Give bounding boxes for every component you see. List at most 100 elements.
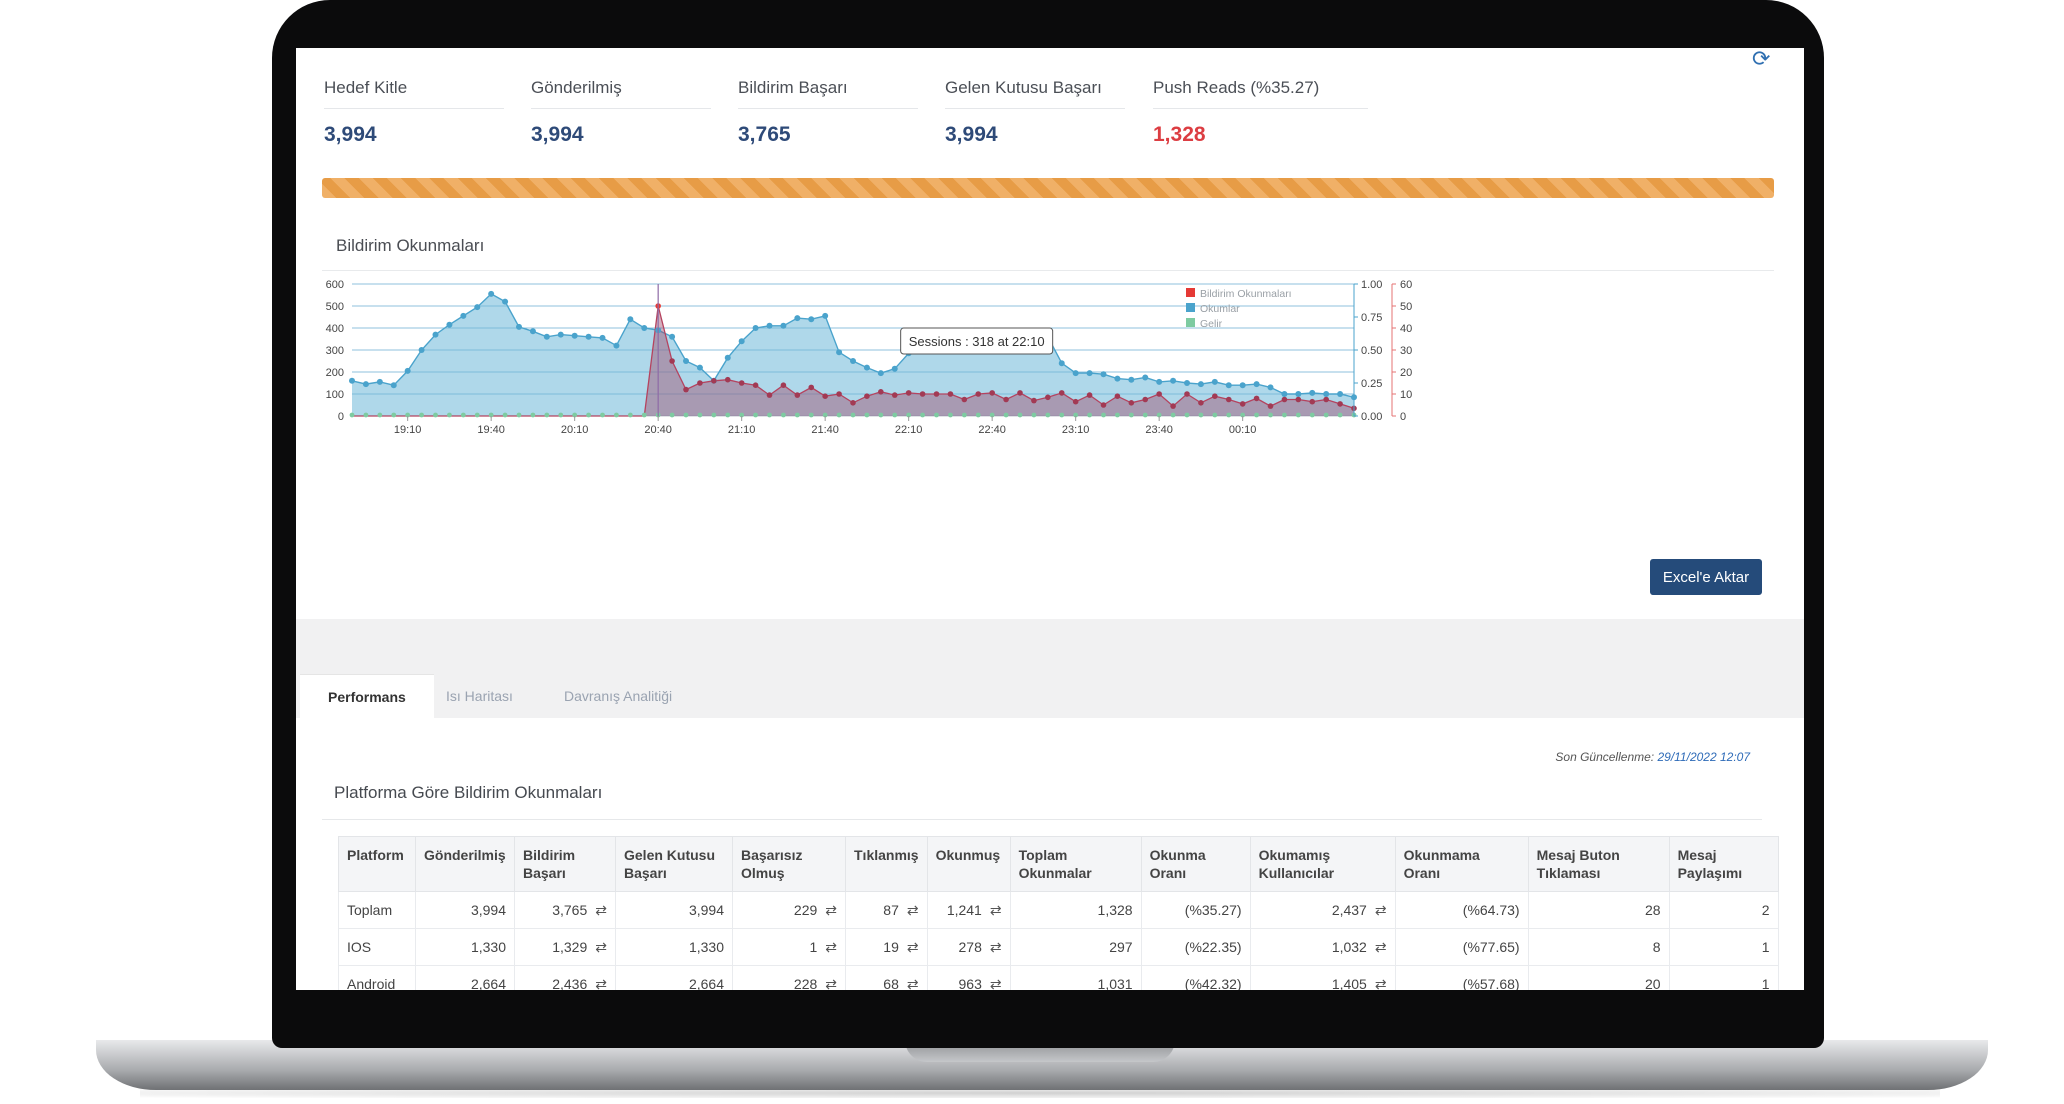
tab-behavior-analytics[interactable]: Davranış Analitiği [564,688,673,704]
data-point-okumlar [502,298,509,305]
x-tick-label: 20:40 [644,424,672,436]
table-title: Platforma Göre Bildirim Okunmaları [334,783,603,802]
data-point-bildirim [947,391,954,397]
data-point-bildirim [1031,397,1037,404]
y-right-tick-label: 0.25 [1361,378,1382,390]
col-notification-success: Bildirim Başarı [514,836,616,892]
stat-push-reads: Push Reads (%35.27) 1,328 [1153,78,1368,147]
x-tick-label: 00:10 [1229,424,1257,436]
y-tick-label: 400 [326,323,344,335]
data-point-okumlar [780,322,787,329]
table-cell: 20 [1527,965,1670,990]
col-button-clicks: Mesaj Buton Tıklaması [1527,836,1670,892]
data-point-gelir [460,412,466,418]
stat-inbox-success: Gelen Kutusu Başarı 3,994 [945,78,1125,147]
data-point-gelir [794,412,800,418]
retarget-icon[interactable]: ⇄ [825,938,837,955]
data-point-gelir [502,412,508,418]
table-row: IOS 1,330 1,329 ⇄ 1,330 1 ⇄ 19 ⇄ 278 ⇄ 297 (%22.35) 1… [338,928,1779,966]
cell-value: 1 [1761,976,1770,990]
data-point-bildirim [766,392,773,398]
table-cell: 1,031 [1009,965,1142,990]
export-excel-button[interactable]: Excel'e Aktar [1650,559,1762,595]
retarget-icon[interactable]: ⇄ [595,975,607,991]
chart-axes: 01002003004005006000.000.250.500.751.000… [326,280,1413,436]
retarget-icon[interactable]: ⇄ [989,975,1002,991]
data-point-bildirim [905,390,912,396]
chart-legend: Bildirim Okunmaları Okumlar Gelir [1186,288,1292,330]
retarget-icon[interactable]: ⇄ [989,938,1002,955]
cell-value: 2,437 [1331,901,1367,918]
cell-value: 963 [958,975,982,991]
col-failed: Başarısız Olmuş [732,836,846,892]
series-area-okumlar [352,293,1354,416]
table-cell: (%35.27) [1140,891,1251,929]
table-cell: 8 [1527,928,1670,966]
retarget-icon[interactable]: ⇄ [1374,938,1387,955]
legend-label: Gelir [1200,318,1223,330]
data-point-okumlar [1211,378,1218,385]
legend-swatch [1186,318,1195,327]
stat-label: Gelen Kutusu Başarı [945,78,1125,109]
data-point-gelir [558,412,564,418]
data-point-gelir [864,412,870,418]
retarget-icon[interactable]: ⇄ [595,901,607,918]
legend-swatch [1186,288,1195,297]
data-point-okumlar [696,364,703,371]
retarget-icon[interactable]: ⇄ [906,975,919,991]
data-point-gelir [669,412,675,418]
data-point-okumlar [418,347,425,353]
table-cell: (%57.68) [1394,965,1529,990]
chart-series [349,284,1357,418]
data-point-gelir [391,412,397,418]
data-point-gelir [1254,412,1259,418]
retarget-icon[interactable]: ⇄ [906,938,919,955]
data-point-gelir [725,412,731,418]
data-point-okumlar [460,312,467,319]
last-updated-value: 29/11/2022 12:07 [1657,750,1750,764]
cell-value: 1,241 [946,901,982,918]
table-cell: 1 ⇄ [732,928,846,966]
data-point-gelir [530,412,536,418]
data-point-gelir [920,412,925,418]
data-point-okumlar [766,322,773,329]
data-point-gelir [627,412,633,418]
y-right-tick-label: 0.75 [1361,312,1382,324]
table-cell: (%42.32) [1140,965,1251,990]
divider [322,819,1762,820]
tab-heatmap[interactable]: Isı Haritası [446,688,513,704]
retarget-icon[interactable]: ⇄ [1374,975,1387,991]
cell-value: (%57.68) [1462,976,1520,990]
cell-value: 2,436 [552,975,588,991]
data-point-bildirim [1267,403,1274,409]
data-point-gelir [1003,412,1009,418]
retarget-icon[interactable]: ⇄ [825,975,837,991]
data-point-gelir [363,412,369,418]
refresh-icon[interactable]: ⟳ [1752,48,1771,71]
data-point-gelir [405,412,411,418]
data-point-bildirim [1045,394,1051,401]
cell-value: 297 [1109,939,1133,955]
data-point-bildirim [1156,391,1162,397]
retarget-icon[interactable]: ⇄ [906,901,919,918]
data-point-gelir [447,412,452,418]
data-point-gelir [1017,412,1023,418]
tab-performance[interactable]: Performans [300,674,434,719]
stat-label: Push Reads (%35.27) [1153,78,1368,109]
data-point-okumlar [1100,371,1107,378]
retarget-icon[interactable]: ⇄ [1374,901,1387,918]
data-point-okumlar [794,315,801,322]
retarget-icon[interactable]: ⇄ [595,938,607,955]
y-outer-tick-label: 10 [1400,389,1412,401]
data-point-okumlar [1184,380,1190,386]
col-shares: Mesaj Paylaşımı [1668,836,1779,892]
data-point-gelir [586,412,591,418]
table-cell: 1,330 [415,928,515,966]
cell-value: 68 [883,975,899,991]
retarget-icon[interactable]: ⇄ [989,901,1002,918]
cell-value: 278 [958,938,982,955]
table-row: Toplam 3,994 3,765 ⇄ 3,994 229 ⇄ 87 ⇄ 1,241 ⇄ 1,328… [338,891,1779,929]
cell-value: 3,994 [688,902,724,918]
cell-value: 20 [1645,976,1661,990]
retarget-icon[interactable]: ⇄ [825,901,837,918]
